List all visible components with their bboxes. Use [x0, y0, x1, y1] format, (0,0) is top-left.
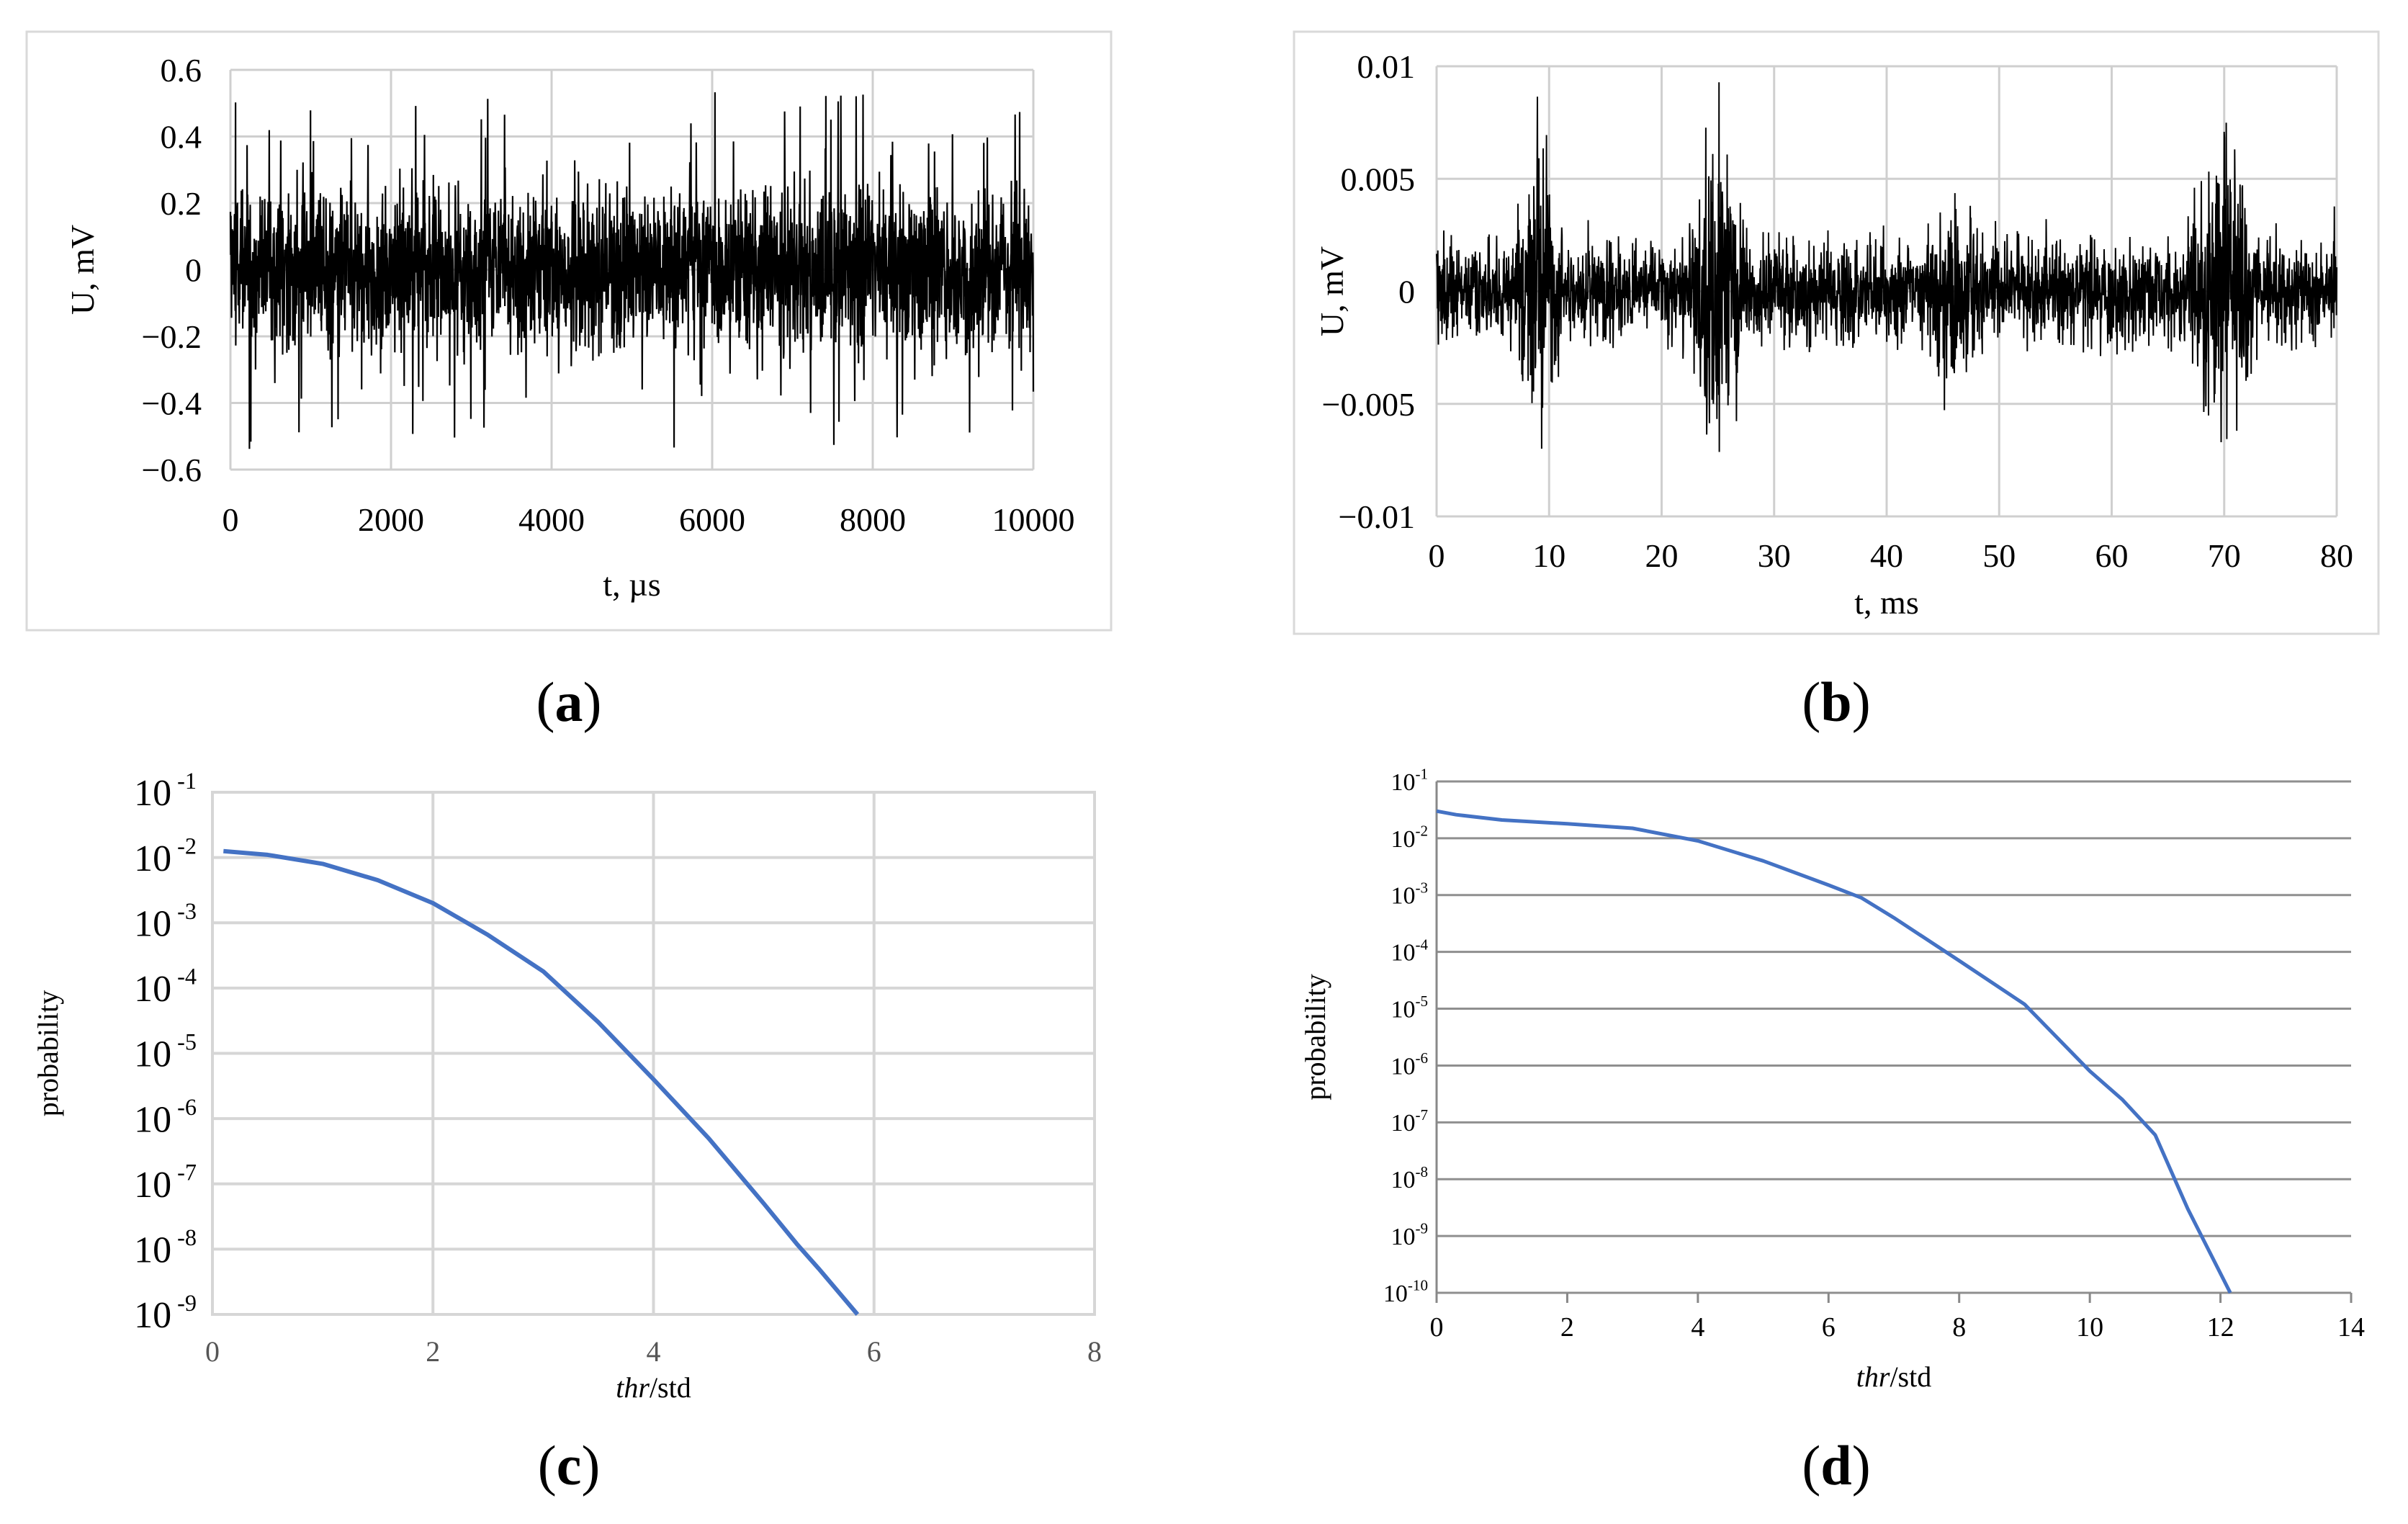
chart-d-ytick: 10-5	[1391, 992, 1428, 1023]
chart-b-xtick: 60	[2095, 537, 2129, 574]
chart-d-ytick: 10-8	[1391, 1163, 1428, 1193]
chart-c-plotarea	[211, 791, 1096, 1316]
panel-label-c: (c)	[537, 1434, 601, 1497]
chart-d-xtick: 6	[1822, 1312, 1836, 1343]
chart-d-ytick: 10-4	[1391, 936, 1428, 966]
chart-b-xtick: 80	[2320, 537, 2353, 574]
chart-b-ylabel: U, mV	[1313, 246, 1350, 336]
chart-c: 10 -1 10 -2 10 -3 10 -4 10 -5 10 -6 10 -7 10 -8…	[32, 768, 1102, 1404]
chart-b-xtick: 70	[2208, 537, 2241, 574]
chart-b-xtick: 40	[1870, 537, 1903, 574]
chart-b-xtick: 50	[1982, 537, 2016, 574]
chart-c-xtick: 6	[867, 1335, 881, 1368]
chart-c-ytick: 10 -9	[134, 1290, 197, 1336]
chart-a-ytick: −0.2	[142, 318, 202, 355]
chart-c-ytick: 10 -3	[134, 898, 197, 944]
chart-d-xtick: 12	[2207, 1312, 2234, 1343]
panel-b: 0.01 0.005 0 −0.005 −0.01 0 10 20 30 40 50 60 70 80 t,…	[1293, 30, 2380, 635]
chart-a-xtick: 6000	[679, 501, 745, 538]
chart-c-xtick: 8	[1087, 1335, 1102, 1368]
chart-c-xtick: 2	[426, 1335, 440, 1368]
chart-b-ytick: 0.01	[1357, 48, 1416, 85]
chart-d-xtick: 8	[1952, 1312, 1966, 1343]
chart-b-xlabel: t, ms	[1854, 584, 1918, 621]
chart-b-xtick: 0	[1429, 537, 1445, 574]
panel-label-b: (b)	[1802, 671, 1871, 733]
chart-a-ytick: −0.6	[142, 452, 202, 488]
chart-b-xtick: 10	[1532, 537, 1565, 574]
chart-b-ytick: −0.01	[1339, 498, 1415, 535]
chart-b-ytick: −0.005	[1322, 386, 1415, 423]
chart-c-ytick: 10 -6	[134, 1094, 197, 1140]
chart-a-ytick: 0.6	[161, 52, 202, 89]
chart-a-ytick: 0.4	[161, 119, 202, 156]
chart-d-xtick: 4	[1691, 1312, 1704, 1343]
chart-d-grid	[1435, 780, 2353, 1303]
chart-c-ytick: 10 -4	[134, 964, 197, 1010]
chart-a-xtick: 8000	[840, 501, 906, 538]
chart-d-xtick: 0	[1430, 1312, 1444, 1343]
chart-d-ytick: 10-7	[1391, 1106, 1428, 1137]
chart-d-ylabel: probability	[1299, 974, 1331, 1101]
chart-a-ytick: 0.2	[161, 185, 202, 222]
chart-d-xtick: 2	[1560, 1312, 1574, 1343]
chart-a: 0.6 0.4 0.2 0 −0.2 −0.4 −0.6 0 2000 4000 6000 8000 1…	[25, 30, 1113, 632]
chart-c-ytick: 10 -1	[134, 768, 197, 814]
chart-c-xtick: 4	[647, 1335, 661, 1368]
chart-c-ytick: 10 -5	[134, 1028, 197, 1075]
chart-d-xtick: 10	[2076, 1312, 2103, 1343]
chart-d-ytick: 10-3	[1391, 879, 1428, 909]
panel-c: 10 -1 10 -2 10 -3 10 -4 10 -5 10 -6 10 -7 10 -8…	[25, 763, 1134, 1419]
chart-a-ytick: −0.4	[142, 385, 202, 422]
chart-d-ytick: 10-10	[1383, 1277, 1428, 1307]
chart-d-ytick: 10-6	[1391, 1049, 1428, 1080]
panel-label-a: (a)	[536, 671, 602, 733]
panel-d: 10-1 10-2 10-3 10-4 10-5 10-6 10-7 10-8 10-9 10-1…	[1293, 749, 2387, 1412]
chart-b-xtick: 30	[1758, 537, 1791, 574]
chart-a-xtick: 0	[223, 501, 239, 538]
chart-d-ytick: 10-2	[1391, 822, 1428, 852]
chart-c-ytick: 10 -8	[134, 1224, 197, 1270]
chart-d-xlabel: thr/std	[1856, 1361, 1931, 1393]
chart-b-ytick: 0.005	[1341, 161, 1416, 197]
chart-a-frame	[25, 30, 1113, 632]
chart-b-xtick: 20	[1645, 537, 1679, 574]
chart-d: 10-1 10-2 10-3 10-4 10-5 10-6 10-7 10-8 10-9 10-1…	[1299, 766, 2365, 1393]
chart-b: 0.01 0.005 0 −0.005 −0.01 0 10 20 30 40 50 60 70 80 t,…	[1293, 30, 2380, 635]
panel-a: 0.6 0.4 0.2 0 −0.2 −0.4 −0.6 0 2000 4000 6000 8000 1…	[25, 30, 1113, 632]
chart-a-xtick: 4000	[518, 501, 585, 538]
chart-c-series	[223, 848, 860, 1316]
chart-a-ytick: 0	[185, 252, 202, 289]
chart-b-series	[1436, 82, 2337, 452]
chart-c-ylabel: probability	[32, 990, 64, 1117]
chart-c-ytick: 10 -2	[134, 833, 197, 879]
chart-c-ytick: 10 -7	[134, 1160, 197, 1206]
chart-a-series	[229, 92, 1035, 449]
chart-d-ytick: 10-1	[1391, 766, 1428, 796]
chart-c-xtick: 0	[205, 1335, 220, 1368]
chart-b-ytick: 0	[1398, 274, 1415, 310]
chart-a-xtick: 10000	[992, 501, 1075, 538]
chart-d-series	[1436, 809, 2232, 1294]
panel-label-d: (d)	[1802, 1434, 1871, 1497]
chart-a-ylabel: U, mV	[64, 225, 101, 315]
chart-c-xlabel: thr/std	[616, 1371, 691, 1404]
chart-a-xlabel: t, µs	[603, 566, 660, 603]
chart-d-xtick: 14	[2337, 1312, 2365, 1343]
chart-d-ytick: 10-9	[1391, 1220, 1428, 1250]
chart-a-xtick: 2000	[358, 501, 424, 538]
